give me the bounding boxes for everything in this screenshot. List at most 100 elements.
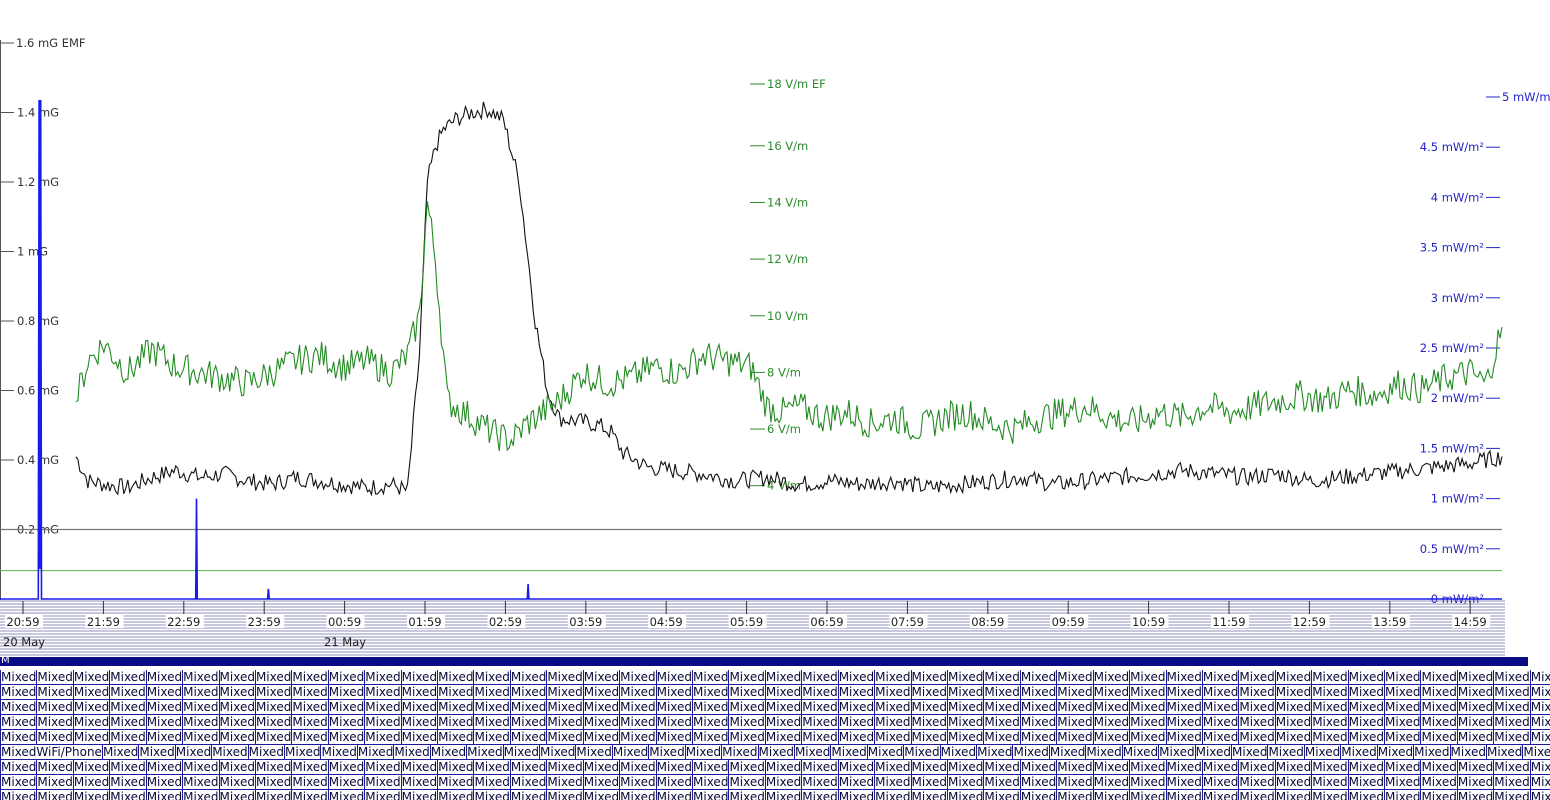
legend-cell: Mixed bbox=[1311, 715, 1348, 730]
legend-cell: Mixed bbox=[1456, 670, 1494, 685]
legend-cell: Mixed bbox=[619, 775, 656, 790]
legend-cell: Mixed bbox=[145, 700, 183, 715]
legend-cell: Mixed bbox=[611, 745, 649, 760]
legend-cell: Mixed bbox=[1311, 685, 1348, 700]
legend-cell: Mixed bbox=[509, 715, 547, 730]
rf-tick-label: 4.5 mW/m² bbox=[1420, 140, 1484, 154]
legend-cell: Mixed bbox=[692, 730, 729, 745]
legend-cell: Mixed bbox=[254, 775, 292, 790]
legend-cell: Mixed bbox=[254, 715, 292, 730]
legend-cell: Mixed bbox=[36, 685, 73, 700]
legend-cell: Mixed bbox=[1274, 700, 1312, 715]
legend-cell: Mixed bbox=[1092, 715, 1130, 730]
legend-cell: Mixed bbox=[218, 760, 255, 775]
legend-cell: Mixed bbox=[1129, 685, 1166, 700]
legend-cell: Mixed bbox=[619, 730, 656, 745]
legend-cell: Mixed bbox=[291, 760, 328, 775]
legend-cell: Mixed bbox=[364, 760, 401, 775]
emf-axis-title: 1.6 mG EMF bbox=[16, 36, 86, 50]
legend-cell: Mixed bbox=[946, 790, 984, 800]
legend-cell: Mixed bbox=[1456, 775, 1494, 790]
legend-cell: Mixed bbox=[1019, 775, 1057, 790]
legend-cell: Mixed bbox=[182, 760, 219, 775]
legend-cell: Mixed bbox=[619, 685, 656, 700]
legend-cell: Mixed bbox=[72, 790, 110, 800]
rf-tick-label: 2.5 mW/m² bbox=[1420, 341, 1484, 355]
legend-cell: Mixed bbox=[473, 760, 510, 775]
legend-cell: Mixed bbox=[145, 775, 183, 790]
legend-cell: Mixed bbox=[109, 775, 146, 790]
legend-cell: Mixed bbox=[692, 685, 729, 700]
legend-cell: Mixed bbox=[72, 775, 110, 790]
legend-cell: Mixed bbox=[182, 700, 219, 715]
legend-cell: Mixed bbox=[1201, 700, 1239, 715]
legend-cell: Mixed bbox=[946, 685, 984, 700]
legend-cell: Mixed bbox=[473, 685, 510, 700]
legend-cell: Mixed bbox=[1456, 730, 1494, 745]
legend-cell: Mixed bbox=[400, 790, 438, 800]
legend-cell: Mixed bbox=[364, 685, 401, 700]
legend-cell: Mixed bbox=[582, 685, 620, 700]
legend-cell: Mixed bbox=[728, 775, 765, 790]
legend-cell: Mixed bbox=[728, 670, 765, 685]
legend-cell: Mixed bbox=[764, 670, 802, 685]
legend-cell: Mixed bbox=[1420, 715, 1457, 730]
legend-cell: Mixed bbox=[728, 760, 765, 775]
legend-cell: Mixed bbox=[1019, 685, 1057, 700]
legend-cell: Mixed bbox=[473, 700, 510, 715]
legend-row: MixedMixedMixedMixedMixedMixedMixedMixed… bbox=[0, 730, 1550, 745]
legend-header-bar: M bbox=[0, 655, 1528, 666]
legend-cell: Mixed bbox=[218, 685, 255, 700]
legend-cell: Mixed bbox=[437, 775, 474, 790]
legend-cell: Mixed bbox=[400, 730, 438, 745]
legend-cell: Mixed bbox=[1165, 790, 1202, 800]
legend-cell: Mixed bbox=[866, 745, 904, 760]
ef-tick-label: 16 V/m bbox=[767, 139, 808, 153]
legend-cell: Mixed bbox=[1056, 790, 1093, 800]
legend-cell: Mixed bbox=[1384, 670, 1421, 685]
legend-cell: Mixed bbox=[910, 730, 947, 745]
emf-tick-label: 1.4 mG bbox=[17, 106, 59, 120]
time-tick-label: 10:59 bbox=[1132, 615, 1165, 629]
time-tick-label: 04:59 bbox=[650, 615, 683, 629]
legend-cell: Mixed bbox=[1238, 760, 1275, 775]
legend-cell: Mixed bbox=[764, 700, 802, 715]
legend-cell: Mixed bbox=[983, 775, 1020, 790]
legend-cell: Mixed bbox=[182, 670, 219, 685]
legend-cell: Mixed bbox=[109, 790, 146, 800]
legend-cell: Mixed bbox=[764, 760, 802, 775]
emf-tick-group: 1.4 mG1.2 mG1 mG0.8 mG0.6 mG0.4 mG0.2 mG bbox=[0, 106, 59, 537]
legend-cell: Mixed bbox=[946, 715, 984, 730]
time-tick-bg bbox=[889, 615, 928, 628]
legend-cell: Mixed bbox=[1529, 685, 1550, 700]
legend-cell: Mixed bbox=[182, 685, 219, 700]
legend-cell: Mixed bbox=[1493, 730, 1530, 745]
legend-cell: Mixed bbox=[874, 760, 911, 775]
legend-cell: Mixed bbox=[801, 685, 838, 700]
legend-cell: Mixed bbox=[1092, 685, 1130, 700]
legend-cell: Mixed bbox=[976, 745, 1013, 760]
legend-cell: Mixed bbox=[327, 775, 365, 790]
legend-cell: Mixed bbox=[509, 790, 547, 800]
legend-cell: Mixed bbox=[0, 790, 37, 800]
legend-cell: Mixed bbox=[145, 685, 183, 700]
legend-cell: Mixed bbox=[400, 775, 438, 790]
legend-cell: Mixed bbox=[939, 745, 977, 760]
time-tick-label: 01:59 bbox=[408, 615, 441, 629]
legend-cell: Mixed bbox=[364, 670, 401, 685]
legend-cell: Mixed bbox=[327, 730, 365, 745]
legend-cell: Mixed bbox=[0, 730, 37, 745]
legend-cell: Mixed bbox=[1165, 670, 1202, 685]
legend-cell: Mixed bbox=[1019, 760, 1057, 775]
legend-cell: Mixed bbox=[655, 775, 693, 790]
legend-cell: Mixed bbox=[575, 745, 612, 760]
legend-cell: Mixed bbox=[182, 775, 219, 790]
legend-cell: Mixed bbox=[1238, 685, 1275, 700]
legend-cell: Mixed bbox=[1449, 745, 1486, 760]
legend-cell: Mixed bbox=[72, 700, 110, 715]
legend-cell: Mixed bbox=[728, 790, 765, 800]
legend-cell: Mixed bbox=[764, 775, 802, 790]
ef-tick-label: 14 V/m bbox=[767, 195, 808, 209]
legend-cell: Mixed bbox=[1456, 760, 1494, 775]
legend-cell: Mixed bbox=[400, 715, 438, 730]
